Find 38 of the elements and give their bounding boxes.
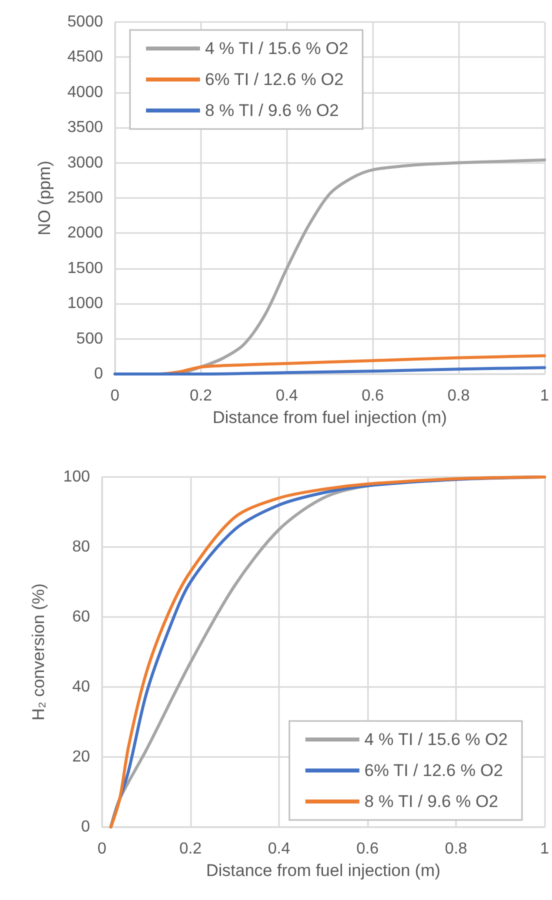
x-tick-label: 1	[540, 388, 550, 404]
x-tick-label: 0.4	[268, 840, 290, 858]
legend-label: 4 % TI / 15.6 % O2	[364, 730, 508, 749]
x-tick-label: 0.2	[179, 840, 202, 858]
y-tick-label: 80	[72, 538, 90, 556]
y-tick-label: 0	[81, 818, 90, 836]
y-axis-title: NO (ppm)	[35, 160, 54, 236]
y-tick-label: 5000	[67, 14, 104, 30]
y-tick-label: 40	[72, 678, 90, 696]
x-tick-label: 0.6	[362, 388, 384, 404]
x-tick-label: 0.2	[190, 388, 212, 404]
y-tick-label: 20	[72, 748, 90, 766]
y-tick-label: 3000	[67, 154, 104, 172]
y-tick-label: 1000	[67, 295, 104, 312]
y-tick-label: 1500	[67, 260, 104, 277]
legend-label: 4 % TI / 15.6 % O2	[205, 39, 348, 58]
x-axis-title: Distance from fuel injection (m)	[206, 860, 440, 880]
legend-label: 6% TI / 12.6 % O2	[205, 70, 344, 89]
y-tick-label: 100	[63, 468, 90, 486]
y-axis-title: H₂ conversion (%)	[29, 584, 48, 720]
y-tick-label: 4500	[67, 48, 104, 66]
y-tick-label: 0	[94, 366, 104, 382]
y-tick-label: 2000	[67, 224, 104, 242]
x-tick-label: 1	[540, 840, 550, 858]
y-tick-label: 3500	[67, 119, 104, 136]
legend-label: 6% TI / 12.6 % O2	[364, 761, 503, 780]
x-tick-label: 0.8	[448, 388, 470, 404]
y-tick-label: 4000	[67, 84, 104, 101]
x-tick-label: 0.4	[276, 388, 298, 404]
x-tick-label: 0	[110, 388, 120, 404]
x-tick-label: 0.8	[444, 840, 468, 858]
y-tick-label: 500	[76, 330, 104, 348]
x-axis-title: Distance from fuel injection (m)	[212, 408, 447, 427]
x-tick-label: 0.6	[356, 840, 379, 858]
legend-label: 8 % TI / 9.6 % O2	[364, 792, 498, 811]
y-tick-label: 60	[72, 608, 90, 626]
legend-label: 8 % TI / 9.6 % O2	[205, 101, 339, 120]
y-tick-label: 2500	[67, 190, 104, 206]
